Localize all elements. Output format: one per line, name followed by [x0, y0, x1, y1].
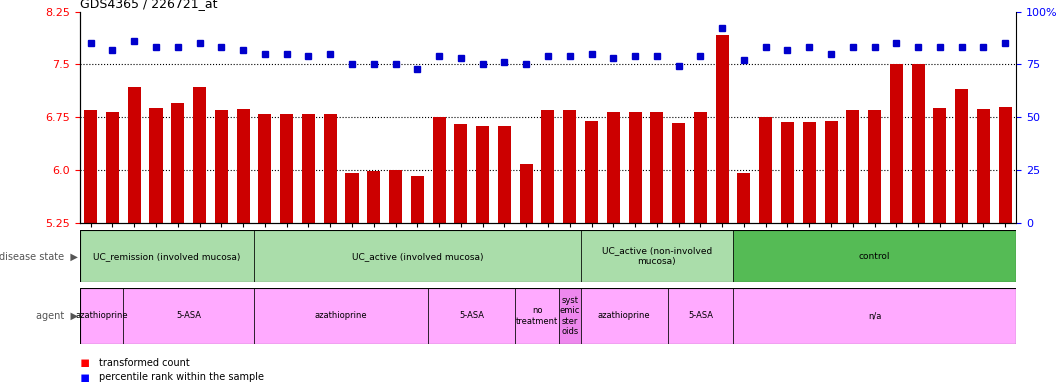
- Bar: [650, 112, 663, 223]
- Bar: [933, 108, 947, 223]
- Bar: [542, 110, 554, 223]
- Text: azathioprine: azathioprine: [598, 311, 650, 320]
- Bar: [280, 114, 294, 223]
- Bar: [760, 117, 772, 223]
- Bar: [411, 175, 423, 223]
- Bar: [977, 109, 990, 223]
- Bar: [581, 288, 668, 344]
- Bar: [215, 110, 228, 223]
- Bar: [694, 112, 706, 223]
- Bar: [149, 108, 163, 223]
- Text: syst
emic
ster
oids: syst emic ster oids: [560, 296, 580, 336]
- Bar: [346, 173, 359, 223]
- Text: agent  ▶: agent ▶: [36, 311, 78, 321]
- Bar: [716, 35, 729, 223]
- Bar: [868, 110, 881, 223]
- Text: UC_remission (involved mucosa): UC_remission (involved mucosa): [94, 252, 240, 261]
- Bar: [737, 174, 750, 223]
- Bar: [955, 89, 968, 223]
- Bar: [912, 64, 925, 223]
- Bar: [80, 230, 254, 282]
- Text: n/a: n/a: [868, 311, 881, 320]
- Text: UC_active (non-involved
mucosa): UC_active (non-involved mucosa): [602, 247, 712, 266]
- Bar: [476, 126, 489, 223]
- Text: GDS4365 / 226721_at: GDS4365 / 226721_at: [80, 0, 217, 10]
- Bar: [999, 106, 1012, 223]
- Bar: [668, 288, 733, 344]
- Text: ▪: ▪: [80, 355, 90, 371]
- Text: control: control: [859, 252, 891, 261]
- Bar: [236, 109, 250, 223]
- Bar: [428, 288, 515, 344]
- Text: azathioprine: azathioprine: [76, 311, 128, 320]
- Bar: [254, 230, 581, 282]
- Bar: [585, 121, 598, 223]
- Bar: [890, 64, 903, 223]
- Text: 5-ASA: 5-ASA: [177, 311, 201, 320]
- Bar: [323, 114, 336, 223]
- Bar: [581, 230, 733, 282]
- Bar: [498, 126, 511, 223]
- Bar: [389, 170, 402, 223]
- Bar: [302, 114, 315, 223]
- Text: disease state  ▶: disease state ▶: [0, 251, 78, 262]
- Bar: [193, 87, 206, 223]
- Bar: [254, 288, 428, 344]
- Bar: [733, 288, 1016, 344]
- Bar: [433, 117, 446, 223]
- Text: 5-ASA: 5-ASA: [460, 311, 484, 320]
- Bar: [128, 87, 140, 223]
- Bar: [515, 288, 559, 344]
- Bar: [781, 122, 794, 223]
- Text: transformed count: transformed count: [99, 358, 189, 368]
- Bar: [802, 122, 816, 223]
- Bar: [733, 230, 1016, 282]
- Bar: [519, 164, 533, 223]
- Text: ▪: ▪: [80, 369, 90, 384]
- Text: azathioprine: azathioprine: [315, 311, 367, 320]
- Bar: [123, 288, 254, 344]
- Bar: [454, 124, 467, 223]
- Bar: [559, 288, 581, 344]
- Bar: [825, 121, 837, 223]
- Bar: [171, 103, 184, 223]
- Bar: [563, 110, 577, 223]
- Text: percentile rank within the sample: percentile rank within the sample: [99, 372, 264, 382]
- Text: 5-ASA: 5-ASA: [688, 311, 713, 320]
- Bar: [629, 112, 642, 223]
- Bar: [80, 288, 123, 344]
- Bar: [84, 110, 97, 223]
- Bar: [259, 114, 271, 223]
- Bar: [367, 171, 380, 223]
- Bar: [672, 123, 685, 223]
- Text: no
treatment: no treatment: [516, 306, 559, 326]
- Bar: [106, 112, 119, 223]
- Bar: [846, 110, 860, 223]
- Bar: [606, 112, 620, 223]
- Text: UC_active (involved mucosa): UC_active (involved mucosa): [351, 252, 483, 261]
